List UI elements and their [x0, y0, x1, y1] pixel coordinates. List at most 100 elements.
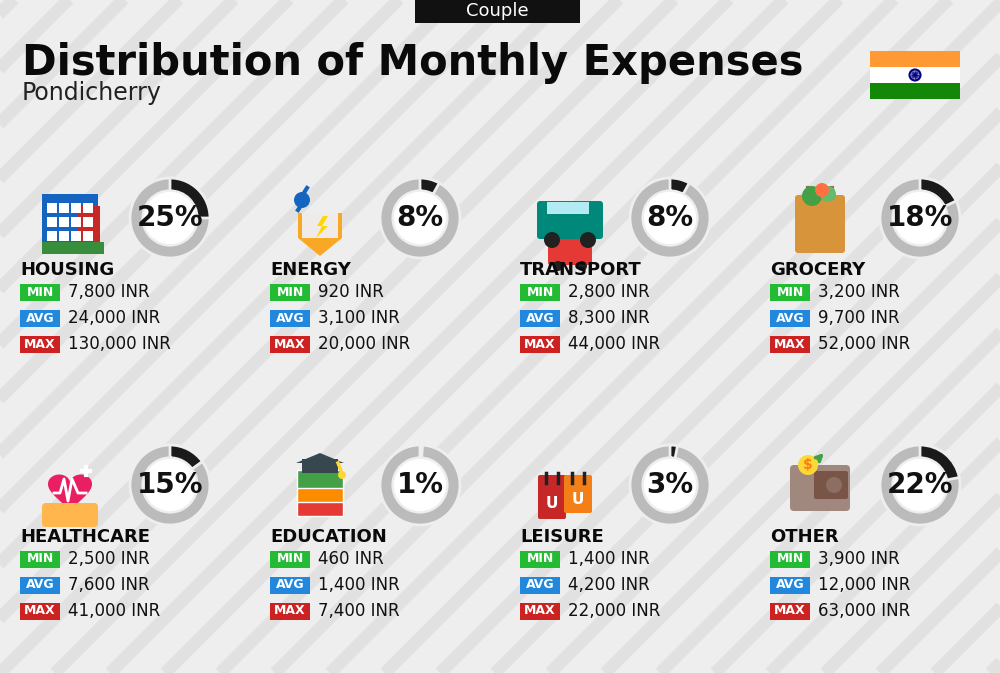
Text: LEISURE: LEISURE [520, 528, 604, 546]
Text: AVG: AVG [526, 579, 554, 592]
Text: 3,900 INR: 3,900 INR [818, 550, 900, 568]
FancyBboxPatch shape [770, 310, 810, 326]
Text: 15%: 15% [137, 471, 203, 499]
Text: 2,800 INR: 2,800 INR [568, 283, 650, 301]
Text: 1,400 INR: 1,400 INR [318, 576, 400, 594]
FancyBboxPatch shape [790, 465, 850, 511]
FancyBboxPatch shape [20, 283, 60, 301]
Text: 8%: 8% [646, 204, 694, 232]
FancyBboxPatch shape [270, 577, 310, 594]
Text: 130,000 INR: 130,000 INR [68, 335, 171, 353]
FancyBboxPatch shape [42, 503, 98, 527]
Circle shape [394, 459, 446, 511]
Text: OTHER: OTHER [770, 528, 839, 546]
Text: EDUCATION: EDUCATION [270, 528, 387, 546]
Text: 1%: 1% [396, 471, 444, 499]
Wedge shape [170, 445, 202, 469]
Circle shape [798, 455, 818, 475]
Circle shape [644, 192, 696, 244]
Text: 7,600 INR: 7,600 INR [68, 576, 150, 594]
Circle shape [820, 186, 836, 202]
FancyBboxPatch shape [538, 475, 566, 519]
FancyBboxPatch shape [795, 195, 845, 253]
Circle shape [894, 192, 946, 244]
Text: MIN: MIN [776, 553, 804, 565]
FancyBboxPatch shape [770, 336, 810, 353]
Text: ENERGY: ENERGY [270, 261, 351, 279]
FancyBboxPatch shape [561, 202, 575, 214]
Wedge shape [880, 445, 960, 525]
Circle shape [894, 459, 946, 511]
FancyBboxPatch shape [78, 206, 100, 246]
FancyBboxPatch shape [270, 602, 310, 620]
Wedge shape [630, 445, 710, 525]
Text: MIN: MIN [26, 553, 54, 565]
Circle shape [394, 192, 446, 244]
Text: $: $ [803, 458, 813, 472]
Wedge shape [920, 445, 959, 480]
FancyBboxPatch shape [770, 283, 810, 301]
FancyBboxPatch shape [47, 217, 57, 227]
FancyBboxPatch shape [548, 239, 592, 265]
Text: 2,500 INR: 2,500 INR [68, 550, 150, 568]
Text: 52,000 INR: 52,000 INR [818, 335, 910, 353]
Circle shape [826, 477, 842, 493]
FancyBboxPatch shape [520, 551, 560, 567]
Text: 8,300 INR: 8,300 INR [568, 309, 650, 327]
FancyBboxPatch shape [270, 336, 310, 353]
Text: 44,000 INR: 44,000 INR [568, 335, 660, 353]
FancyBboxPatch shape [47, 203, 57, 213]
FancyBboxPatch shape [270, 283, 310, 301]
Circle shape [544, 232, 560, 248]
Wedge shape [130, 445, 210, 525]
Polygon shape [316, 216, 328, 238]
Text: 20,000 INR: 20,000 INR [318, 335, 410, 353]
FancyBboxPatch shape [520, 336, 560, 353]
Text: MIN: MIN [526, 553, 554, 565]
Text: 8%: 8% [396, 204, 444, 232]
Text: GROCERY: GROCERY [770, 261, 865, 279]
Text: 3,200 INR: 3,200 INR [818, 283, 900, 301]
FancyBboxPatch shape [870, 67, 960, 83]
Text: 22%: 22% [887, 471, 953, 499]
Circle shape [294, 192, 310, 208]
FancyBboxPatch shape [20, 551, 60, 567]
Text: MAX: MAX [524, 337, 556, 351]
Text: MIN: MIN [276, 285, 304, 299]
FancyBboxPatch shape [302, 213, 338, 238]
Circle shape [553, 261, 563, 271]
Text: 7,400 INR: 7,400 INR [318, 602, 400, 620]
FancyBboxPatch shape [83, 217, 93, 227]
Text: MAX: MAX [274, 604, 306, 618]
Text: U: U [572, 493, 584, 507]
Text: MIN: MIN [776, 285, 804, 299]
FancyBboxPatch shape [575, 202, 589, 214]
Text: 22,000 INR: 22,000 INR [568, 602, 660, 620]
FancyBboxPatch shape [520, 577, 560, 594]
Text: MAX: MAX [774, 604, 806, 618]
Text: 460 INR: 460 INR [318, 550, 384, 568]
Text: MAX: MAX [274, 337, 306, 351]
Text: 3,100 INR: 3,100 INR [318, 309, 400, 327]
FancyBboxPatch shape [870, 83, 960, 99]
Text: Distribution of Monthly Expenses: Distribution of Monthly Expenses [22, 42, 804, 84]
Polygon shape [298, 213, 342, 256]
Circle shape [644, 459, 696, 511]
Text: 1,400 INR: 1,400 INR [568, 550, 650, 568]
Wedge shape [420, 445, 423, 458]
FancyBboxPatch shape [20, 602, 60, 620]
Text: U: U [546, 495, 558, 511]
FancyBboxPatch shape [42, 242, 104, 254]
Text: 3%: 3% [646, 471, 694, 499]
Text: MIN: MIN [276, 553, 304, 565]
Text: AVG: AVG [276, 312, 304, 324]
FancyBboxPatch shape [71, 217, 81, 227]
Text: 41,000 INR: 41,000 INR [68, 602, 160, 620]
Text: MAX: MAX [24, 337, 56, 351]
Wedge shape [170, 178, 210, 218]
FancyBboxPatch shape [770, 602, 810, 620]
Text: AVG: AVG [26, 579, 54, 592]
Text: 7,800 INR: 7,800 INR [68, 283, 150, 301]
Text: 9,700 INR: 9,700 INR [818, 309, 900, 327]
Text: 18%: 18% [887, 204, 953, 232]
